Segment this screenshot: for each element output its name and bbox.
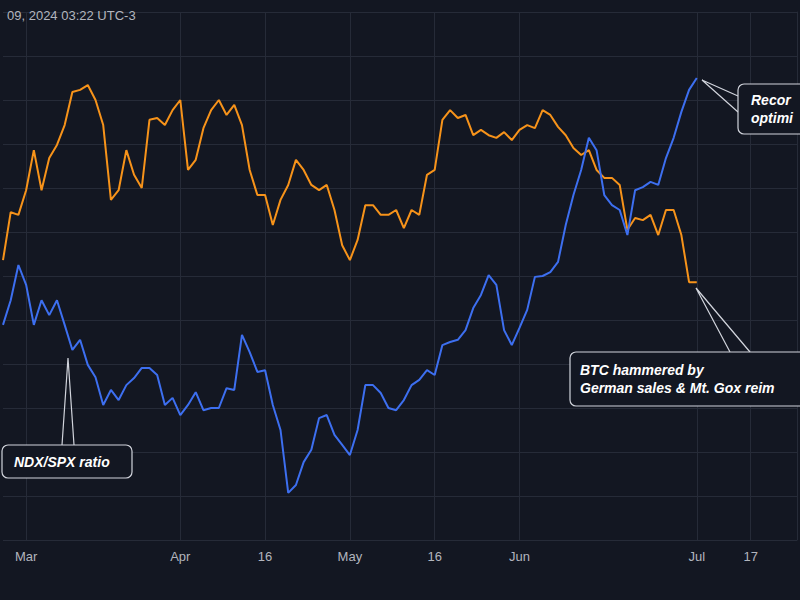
svg-text:May: May <box>338 549 363 564</box>
svg-text:German sales & Mt. Gox reim: German sales & Mt. Gox reim <box>580 380 775 396</box>
svg-text:16: 16 <box>427 549 441 564</box>
svg-text:Jul: Jul <box>688 549 705 564</box>
svg-text:optimi: optimi <box>751 110 794 126</box>
svg-text:17: 17 <box>744 549 758 564</box>
svg-text:16: 16 <box>258 549 272 564</box>
svg-text:Jun: Jun <box>509 549 530 564</box>
svg-text:Mar: Mar <box>15 549 38 564</box>
svg-text:Apr: Apr <box>170 549 191 564</box>
svg-text:BTC hammered by: BTC hammered by <box>580 362 705 378</box>
svg-text:09, 2024 03:22 UTC-3: 09, 2024 03:22 UTC-3 <box>7 8 136 23</box>
svg-text:NDX/SPX ratio: NDX/SPX ratio <box>14 454 110 470</box>
svg-text:Recor: Recor <box>751 92 792 108</box>
